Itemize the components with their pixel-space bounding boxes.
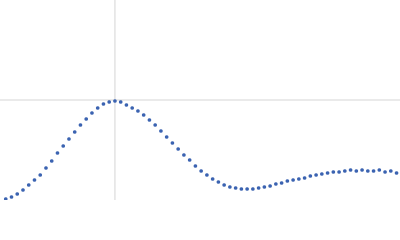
point xyxy=(320,172,324,176)
point xyxy=(3,197,8,200)
point xyxy=(343,169,347,173)
point xyxy=(38,173,43,177)
point xyxy=(21,188,25,192)
point xyxy=(245,187,249,191)
point xyxy=(268,184,272,188)
point xyxy=(72,130,77,134)
point xyxy=(360,168,364,172)
point xyxy=(291,178,295,182)
point xyxy=(262,185,267,189)
point xyxy=(90,111,94,115)
point xyxy=(383,170,387,174)
point xyxy=(308,174,313,178)
point xyxy=(193,164,198,168)
point xyxy=(371,169,376,173)
point xyxy=(285,179,290,183)
chart xyxy=(0,0,400,200)
point xyxy=(113,99,117,103)
point xyxy=(337,170,341,174)
point xyxy=(147,118,152,122)
point xyxy=(377,168,382,172)
point xyxy=(55,151,60,155)
point xyxy=(256,186,261,190)
point xyxy=(159,129,163,133)
point xyxy=(366,169,370,173)
point xyxy=(84,117,89,121)
point xyxy=(348,168,353,172)
point xyxy=(32,178,37,182)
point xyxy=(49,159,54,163)
point xyxy=(107,100,111,104)
point xyxy=(9,195,14,199)
point xyxy=(210,177,215,181)
point xyxy=(44,166,48,170)
point xyxy=(199,169,203,173)
point xyxy=(274,182,278,186)
point xyxy=(314,173,318,177)
point xyxy=(297,177,301,181)
point xyxy=(302,176,307,180)
point xyxy=(67,137,71,141)
point xyxy=(164,135,169,139)
point xyxy=(130,106,134,110)
point xyxy=(279,181,284,185)
point xyxy=(136,109,140,113)
point xyxy=(389,169,393,173)
point xyxy=(394,171,399,175)
point xyxy=(187,158,192,162)
point xyxy=(124,103,129,107)
point xyxy=(61,144,66,148)
point xyxy=(182,153,186,157)
point xyxy=(239,187,244,191)
point xyxy=(78,123,83,127)
point xyxy=(233,186,238,190)
point xyxy=(222,183,226,187)
point xyxy=(354,169,359,173)
point xyxy=(228,185,232,189)
point xyxy=(118,100,123,104)
point xyxy=(325,171,330,175)
point xyxy=(141,113,146,117)
point xyxy=(170,141,175,145)
point xyxy=(331,170,336,174)
point xyxy=(95,106,100,110)
point xyxy=(153,123,157,127)
point xyxy=(101,102,106,106)
point xyxy=(205,173,209,177)
point xyxy=(26,183,31,187)
point xyxy=(176,147,180,151)
point xyxy=(251,187,255,191)
point xyxy=(15,192,20,196)
point xyxy=(216,180,221,184)
